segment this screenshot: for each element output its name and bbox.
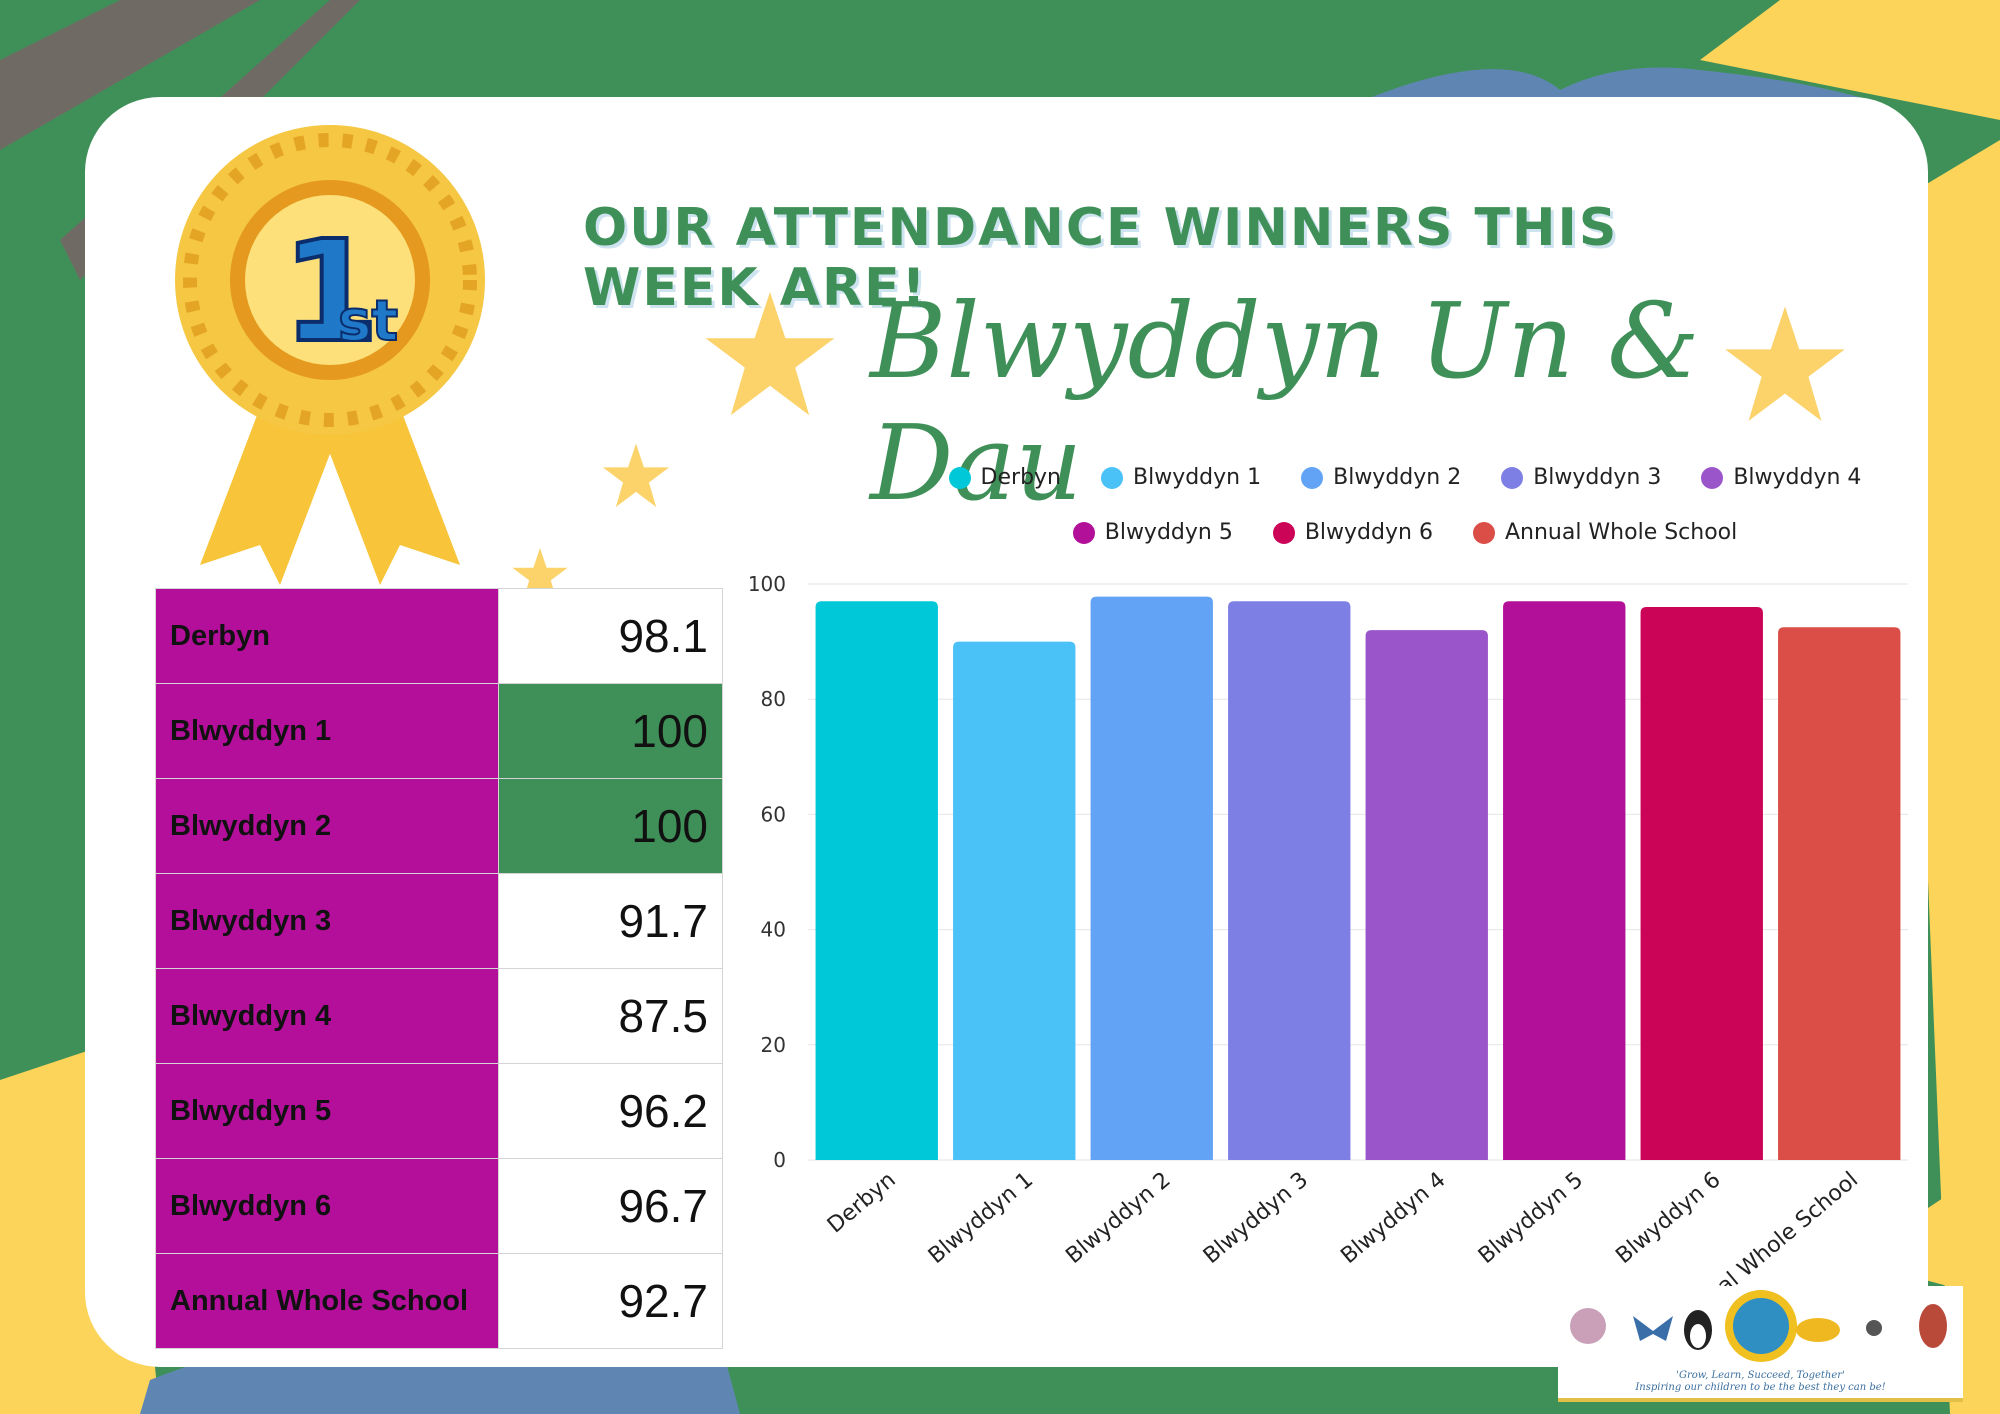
legend-item: Blwyddyn 1	[1101, 465, 1261, 490]
y-tick-label: 80	[761, 687, 786, 711]
attendance-value: 92.7	[497, 1253, 724, 1349]
attendance-value: 96.7	[497, 1158, 724, 1254]
attendance-value: 91.7	[497, 873, 724, 969]
legend-swatch	[1701, 466, 1724, 489]
legend-row: Derbyn Blwyddyn 1 Blwyddyn 2 Blwyddyn 3 …	[900, 465, 1910, 490]
attendance-value: 96.2	[497, 1063, 724, 1159]
x-tick-label: Blwyddyn 6	[1611, 1167, 1725, 1268]
legend-swatch	[1072, 521, 1095, 544]
award-number: 1	[282, 211, 379, 374]
x-tick-label: Derbyn	[823, 1167, 901, 1238]
attendance-table: Derbyn 98.1 Blwyddyn 1 100 Blwyddyn 2 100 Blwy…	[155, 588, 724, 1349]
legend-label: Blwyddyn 6	[1304, 520, 1433, 545]
legend-item: Derbyn	[948, 465, 1061, 490]
star-icon	[602, 443, 670, 507]
legend-item: Blwyddyn 3	[1501, 465, 1661, 490]
y-tick-label: 60	[761, 802, 786, 826]
legend-label: Blwyddyn 1	[1133, 465, 1262, 490]
year-group-name: Blwyddyn 4	[155, 968, 499, 1064]
star-icon	[1725, 306, 1845, 421]
page-heading: OUR ATTENDANCE WINNERS THIS WEEK ARE!	[583, 198, 1619, 318]
year-group-name: Blwyddyn 1	[155, 683, 499, 779]
legend-label: Blwyddyn 4	[1733, 465, 1862, 490]
legend-swatch	[1272, 521, 1295, 544]
legend-item: Blwyddyn 5	[1072, 520, 1233, 545]
chart-bar	[1090, 596, 1213, 1160]
year-group-name: Derbyn	[155, 588, 499, 684]
y-tick-label: 20	[761, 1033, 786, 1057]
attendance-value: 87.5	[497, 968, 724, 1064]
x-tick-label: Blwyddyn 2	[1061, 1167, 1175, 1268]
winner-title: Blwyddyn Un & Dau	[870, 280, 1700, 524]
chart-bar	[953, 641, 1076, 1160]
school-logo-icons	[1570, 1290, 1947, 1362]
attendance-value: 98.1	[497, 588, 724, 684]
legend-swatch	[1101, 466, 1123, 489]
attendance-value: 100	[497, 683, 724, 779]
legend-swatch	[948, 466, 971, 489]
table-row: Blwyddyn 3 91.7	[155, 873, 724, 969]
legend-label: Blwyddyn 2	[1333, 465, 1462, 490]
y-tick-label: 0	[773, 1148, 786, 1172]
star-icon	[705, 292, 835, 416]
year-group-name: Annual Whole School	[155, 1253, 499, 1349]
x-tick-label: Blwyddyn 3	[1199, 1167, 1313, 1268]
chart-bar	[1503, 601, 1626, 1160]
legend-label: Derbyn	[980, 465, 1061, 490]
table-row: Blwyddyn 1 100	[155, 683, 724, 779]
school-motto: 'Grow, Learn, Succeed, Together'	[1676, 1370, 1845, 1381]
year-group-name: Blwyddyn 2	[155, 778, 499, 874]
year-group-name: Blwyddyn 6	[155, 1158, 499, 1254]
legend-item: Blwyddyn 2	[1301, 465, 1461, 490]
x-tick-label: Blwyddyn 1	[924, 1167, 1038, 1268]
school-tagline: Inspiring our children to be the best th…	[1635, 1382, 1886, 1393]
school-logo-strip: 'Grow, Learn, Succeed, Together' Inspiri…	[1558, 1286, 1963, 1402]
table-row: Blwyddyn 6 96.7	[155, 1158, 724, 1254]
table-row: Blwyddyn 2 100	[155, 778, 724, 874]
table-row: Annual Whole School 92.7	[155, 1253, 724, 1349]
x-tick-label: Blwyddyn 4	[1336, 1167, 1450, 1268]
year-group-name: Blwyddyn 5	[155, 1063, 499, 1159]
rosette-center	[245, 195, 415, 365]
year-group-name: Blwyddyn 3	[155, 873, 499, 969]
legend-swatch	[1501, 466, 1524, 489]
legend-label: Blwyddyn 3	[1533, 465, 1662, 490]
legend-row: Blwyddyn 5 Blwyddyn 6 Annual Whole Schoo…	[900, 520, 1910, 545]
legend-item: Blwyddyn 4	[1701, 465, 1861, 490]
x-tick-label: Blwyddyn 5	[1474, 1167, 1588, 1268]
y-tick-label: 40	[761, 918, 786, 942]
table-row: Blwyddyn 4 87.5	[155, 968, 724, 1064]
chart-bar	[1228, 601, 1351, 1160]
legend-item: Annual Whole School	[1472, 520, 1738, 545]
legend-swatch	[1301, 466, 1324, 489]
table-row: Blwyddyn 5 96.2	[155, 1063, 724, 1159]
chart-legend: Derbyn Blwyddyn 1 Blwyddyn 2 Blwyddyn 3 …	[900, 465, 1910, 575]
table-row: Derbyn 98.1	[155, 588, 724, 684]
attendance-value: 100	[497, 778, 724, 874]
chart-bar	[1778, 627, 1901, 1160]
legend-swatch	[1472, 521, 1495, 544]
legend-label: Annual Whole School	[1504, 520, 1738, 545]
y-tick-label: 100	[748, 572, 786, 596]
star-icon	[512, 548, 568, 601]
rosette-petals	[183, 133, 477, 427]
chart-bar	[815, 601, 938, 1160]
legend-item: Blwyddyn 6	[1272, 520, 1433, 545]
chart-bar	[1365, 630, 1488, 1160]
chart-bar	[1640, 607, 1763, 1160]
legend-label: Blwyddyn 5	[1104, 520, 1233, 545]
award-rosette: 1 st	[175, 125, 485, 585]
award-suffix: st	[338, 289, 398, 354]
